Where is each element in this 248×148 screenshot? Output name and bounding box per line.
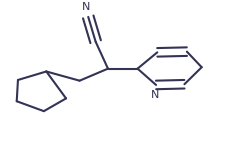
- Text: N: N: [151, 90, 159, 100]
- Text: N: N: [82, 2, 90, 12]
